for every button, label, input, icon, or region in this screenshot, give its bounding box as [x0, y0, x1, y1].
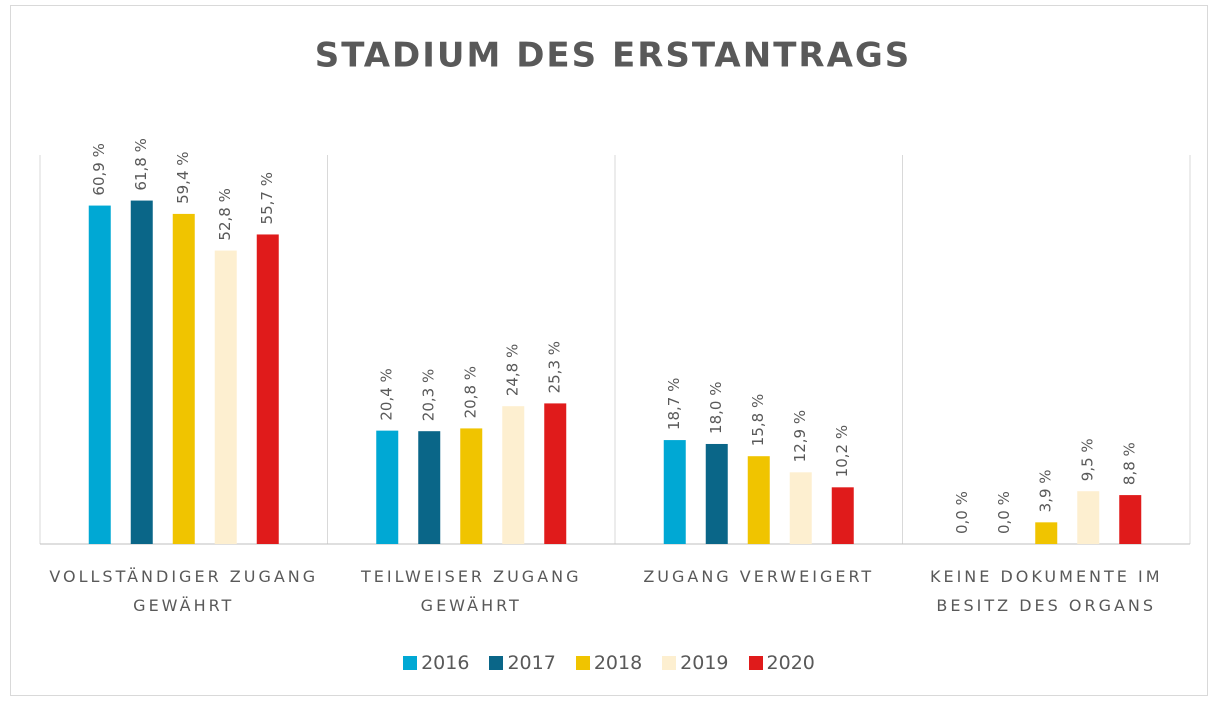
- value-label: 12,9 %: [791, 410, 809, 462]
- x-tick-label: KEINE DOKUMENTE IM BESITZ DES ORGANS: [929, 567, 1163, 615]
- legend-swatch: [575, 656, 590, 670]
- legend-label: 2020: [766, 652, 815, 674]
- value-label: 25,3 %: [546, 341, 564, 393]
- bar: [88, 205, 111, 544]
- bar: [831, 487, 854, 544]
- value-label: 10,2 %: [833, 425, 851, 477]
- x-tick-label: TEILWEISER ZUGANG GEWÄHRT: [360, 567, 582, 615]
- value-label: 3,9 %: [1037, 469, 1055, 512]
- bar: [1119, 495, 1142, 544]
- legend-item: 2020: [748, 652, 815, 674]
- bar: [130, 200, 153, 544]
- value-label: 20,3 %: [420, 369, 438, 421]
- legend-item: 2019: [662, 652, 729, 674]
- value-label: 8,8 %: [1121, 442, 1139, 485]
- legend-swatch: [489, 656, 504, 670]
- legend-swatch: [403, 656, 418, 670]
- legend-item: 2016: [403, 652, 469, 674]
- legend-swatch: [748, 656, 763, 670]
- legend: 2016 2017 2018 2019 2020: [0, 652, 1218, 674]
- value-label: 0,0 %: [995, 491, 1013, 534]
- legend-item: 2018: [575, 652, 643, 674]
- value-label: 20,8 %: [462, 366, 480, 418]
- value-label: 60,9 %: [90, 143, 108, 195]
- legend-item: 2017: [489, 652, 556, 674]
- value-label: 18,0 %: [707, 382, 725, 434]
- value-label: 15,8 %: [749, 394, 767, 446]
- value-label: 59,4 %: [174, 151, 192, 203]
- value-label: 52,8 %: [216, 188, 234, 240]
- bar: [789, 472, 812, 544]
- chart-title: STADIUM DES ERSTANTRAGS: [315, 36, 912, 76]
- bar: [502, 406, 525, 544]
- value-label: 9,5 %: [1079, 438, 1097, 481]
- value-label: 24,8 %: [504, 344, 522, 396]
- bar: [376, 430, 399, 544]
- bar: [1077, 491, 1100, 544]
- legend-label: 2019: [680, 652, 729, 674]
- bar: [1035, 522, 1058, 544]
- chart-border: [10, 5, 1208, 696]
- bar: [663, 440, 686, 544]
- value-label: 55,7 %: [258, 172, 276, 224]
- legend-label: 2017: [507, 652, 556, 674]
- x-tick-label: ZUGANG VERWEIGERT: [643, 567, 875, 586]
- bar: [705, 443, 728, 544]
- bar: [256, 234, 279, 544]
- value-label: 18,7 %: [665, 378, 683, 430]
- bar: [172, 213, 195, 545]
- value-label: 0,0 %: [953, 491, 971, 534]
- x-tick-label: VOLLSTÄNDIGER ZUGANG GEWÄHRT: [49, 567, 319, 615]
- bar: [544, 403, 567, 544]
- bar: [747, 456, 770, 544]
- bar: [214, 250, 237, 544]
- legend-label: 2018: [593, 652, 643, 674]
- legend-swatch: [662, 656, 677, 670]
- legend-label: 2016: [421, 652, 470, 674]
- value-label: 20,4 %: [378, 368, 396, 420]
- bar: [460, 428, 483, 544]
- value-label: 61,8 %: [132, 138, 150, 190]
- bar: [418, 431, 441, 544]
